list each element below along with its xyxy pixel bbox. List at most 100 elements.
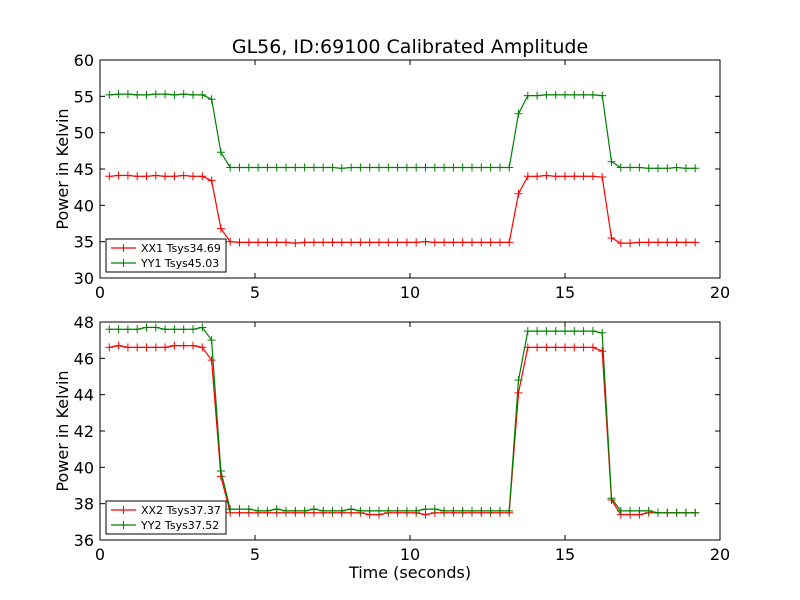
data-point — [440, 238, 449, 247]
data-point — [598, 91, 607, 100]
data-point — [105, 90, 114, 99]
data-point — [607, 234, 616, 243]
data-point — [514, 376, 523, 385]
data-point — [458, 163, 467, 172]
data-point — [272, 238, 281, 247]
legend-marker — [119, 244, 128, 252]
data-point — [588, 327, 597, 336]
data-point — [542, 343, 551, 352]
data-point — [681, 164, 690, 173]
data-point — [523, 327, 532, 336]
x-tick-label: 5 — [250, 283, 260, 302]
data-point — [579, 343, 588, 352]
data-point — [468, 506, 476, 515]
data-point — [495, 238, 504, 247]
data-point — [663, 238, 672, 247]
legend-box — [105, 500, 227, 535]
data-point — [551, 90, 560, 99]
data-point — [151, 323, 160, 332]
data-point — [654, 238, 662, 247]
y-tick-label: 36 — [74, 531, 94, 550]
data-point — [533, 91, 542, 100]
data-point — [440, 506, 449, 515]
y-tick-label: 55 — [74, 87, 94, 106]
y-tick-label: 35 — [74, 233, 94, 252]
data-point — [561, 172, 569, 181]
data-point — [189, 90, 197, 99]
data-point — [468, 163, 476, 172]
data-point — [309, 238, 318, 247]
data-point — [616, 239, 625, 248]
data-point — [319, 506, 328, 515]
data-point — [607, 157, 616, 166]
data-point — [486, 238, 495, 247]
data-point — [207, 356, 216, 365]
data-point — [514, 388, 523, 397]
data-point — [161, 343, 170, 352]
data-point — [542, 327, 551, 336]
y-tick-label: 42 — [74, 422, 94, 441]
data-point — [198, 323, 207, 332]
legend-label: YY2 Tsys37.52 — [140, 519, 219, 532]
data-point — [179, 90, 188, 99]
data-point — [263, 506, 272, 515]
data-point — [644, 238, 653, 247]
data-point — [542, 171, 551, 180]
data-point — [523, 91, 532, 100]
data-point — [189, 172, 197, 181]
y-tick-label: 40 — [74, 458, 94, 477]
data-point — [142, 172, 151, 181]
data-point — [114, 171, 123, 180]
data-point — [681, 238, 690, 247]
data-point — [644, 164, 653, 173]
legend-label: YY1 Tsys45.03 — [140, 257, 219, 270]
data-point — [337, 164, 346, 173]
data-point — [616, 506, 625, 515]
data-point — [337, 506, 346, 515]
data-point — [133, 325, 142, 334]
data-point — [635, 238, 644, 247]
data-point — [347, 238, 356, 247]
data-point — [142, 90, 151, 99]
data-point — [226, 163, 235, 172]
data-point — [123, 343, 132, 352]
data-point — [551, 172, 560, 181]
upper-panel: 0 5 10 15 20 30 35 40 45 50 55 60 Power in Kelvin XX1… — [53, 51, 730, 302]
y-tick-label: 46 — [74, 349, 94, 368]
data-point — [207, 95, 216, 104]
data-point — [105, 172, 114, 181]
data-point — [495, 163, 504, 172]
data-point — [123, 325, 132, 334]
data-point — [105, 325, 114, 334]
data-point — [161, 325, 170, 334]
data-point — [551, 327, 560, 336]
data-point — [598, 172, 607, 181]
data-point — [189, 325, 197, 334]
data-point — [449, 506, 458, 515]
x-tick-label: 15 — [555, 283, 575, 302]
data-point — [616, 163, 625, 172]
y-tick-label: 38 — [74, 495, 94, 514]
data-point — [579, 172, 588, 181]
data-point — [123, 90, 132, 99]
data-point — [681, 508, 690, 517]
y-tick-label: 40 — [74, 196, 94, 215]
data-point — [672, 163, 681, 172]
series-line — [109, 344, 696, 516]
y-tick-label: 48 — [74, 313, 94, 332]
x-tick-label: 0 — [95, 545, 105, 564]
data-point — [402, 238, 411, 247]
data-point — [412, 163, 421, 172]
data-point — [161, 172, 170, 181]
x-tick-label: 15 — [555, 545, 575, 564]
data-point — [477, 238, 486, 247]
x-tick-label: 20 — [710, 283, 730, 302]
data-point — [384, 163, 393, 172]
data-point — [328, 238, 337, 247]
data-point — [309, 505, 318, 514]
data-point — [365, 238, 374, 247]
data-point — [393, 238, 402, 247]
data-point — [672, 238, 681, 247]
data-point — [356, 163, 365, 172]
